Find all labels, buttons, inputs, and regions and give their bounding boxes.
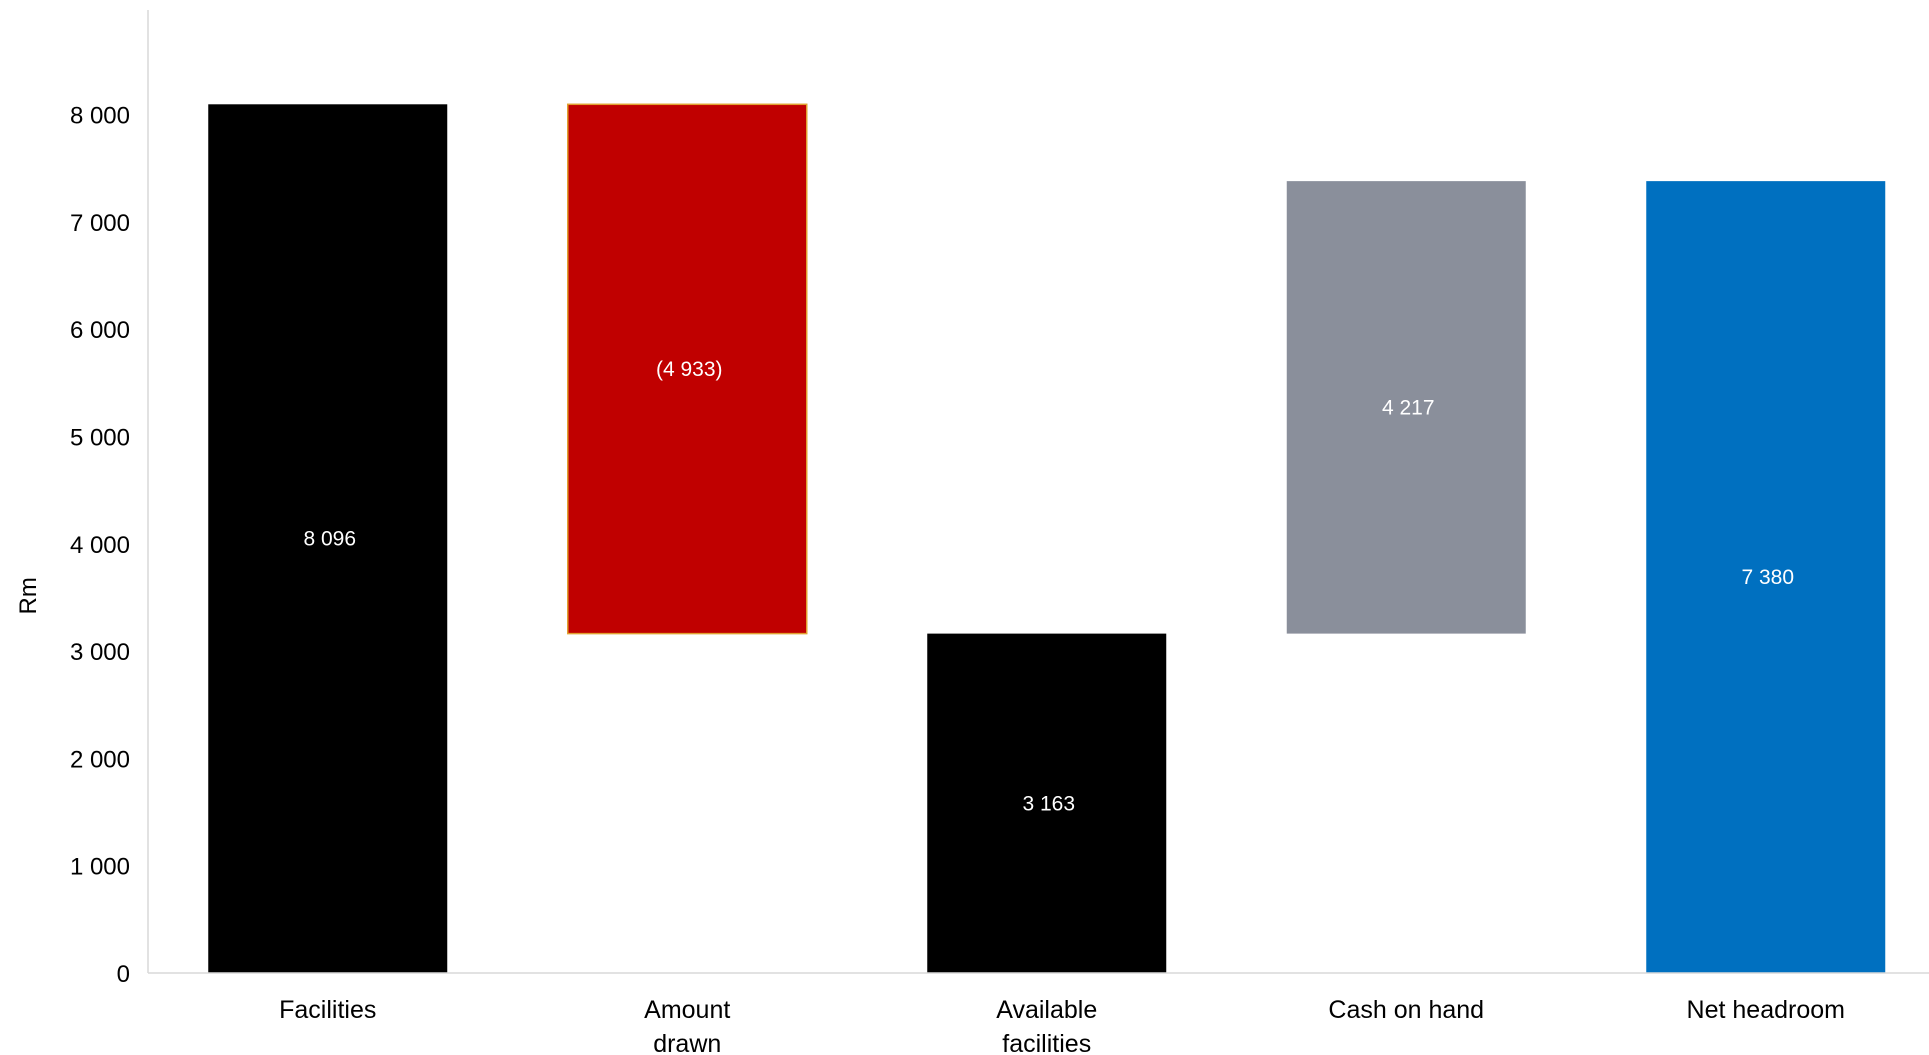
y-tick-label: 3 000	[70, 639, 130, 666]
category-label: Available	[996, 996, 1097, 1024]
category-label: facilities	[1002, 1030, 1091, 1055]
y-tick-label: 6 000	[70, 317, 130, 344]
y-axis-title: Rm	[15, 577, 42, 614]
y-tick-label: 1 000	[70, 854, 130, 881]
bars-group	[208, 103, 1886, 974]
bar-value-label: 8 096	[303, 528, 356, 551]
bar-amount-drawn	[567, 103, 808, 635]
y-axis-ticks: 0 1 000 2 000 3 000 4 000 5 000 6 000 7 000 8 00…	[70, 103, 130, 988]
bar-value-label: (4 933)	[656, 358, 723, 381]
bar-facilities	[208, 104, 448, 974]
category-label: Amount	[644, 996, 730, 1024]
category-labels: Facilities Amount drawn Available facilities…	[279, 996, 1845, 1055]
y-tick-label: 4 000	[70, 532, 130, 559]
bar-net-headroom	[1646, 181, 1886, 974]
bar-cash-on-hand	[1286, 181, 1526, 634]
y-tick-label: 7 000	[70, 210, 130, 237]
bar-value-label: 4 217	[1382, 396, 1435, 419]
category-label: Facilities	[279, 996, 376, 1024]
bar-value-labels: 8 096 (4 933) 3 163 4 217 7 380	[303, 358, 1794, 815]
y-axis-title-group: Rm	[15, 577, 42, 614]
y-tick-label: 5 000	[70, 425, 130, 452]
bar-value-label: 7 380	[1741, 566, 1794, 589]
bar-available-facilities	[927, 633, 1167, 973]
bar-value-label: 3 163	[1022, 792, 1075, 815]
category-label: drawn	[653, 1030, 721, 1055]
category-label: Net headroom	[1687, 996, 1845, 1024]
axes-group	[147, 10, 1929, 974]
y-tick-label: 0	[117, 961, 130, 988]
y-tick-label: 8 000	[70, 103, 130, 130]
y-tick-label: 2 000	[70, 746, 130, 773]
category-label: Cash on hand	[1328, 996, 1484, 1024]
